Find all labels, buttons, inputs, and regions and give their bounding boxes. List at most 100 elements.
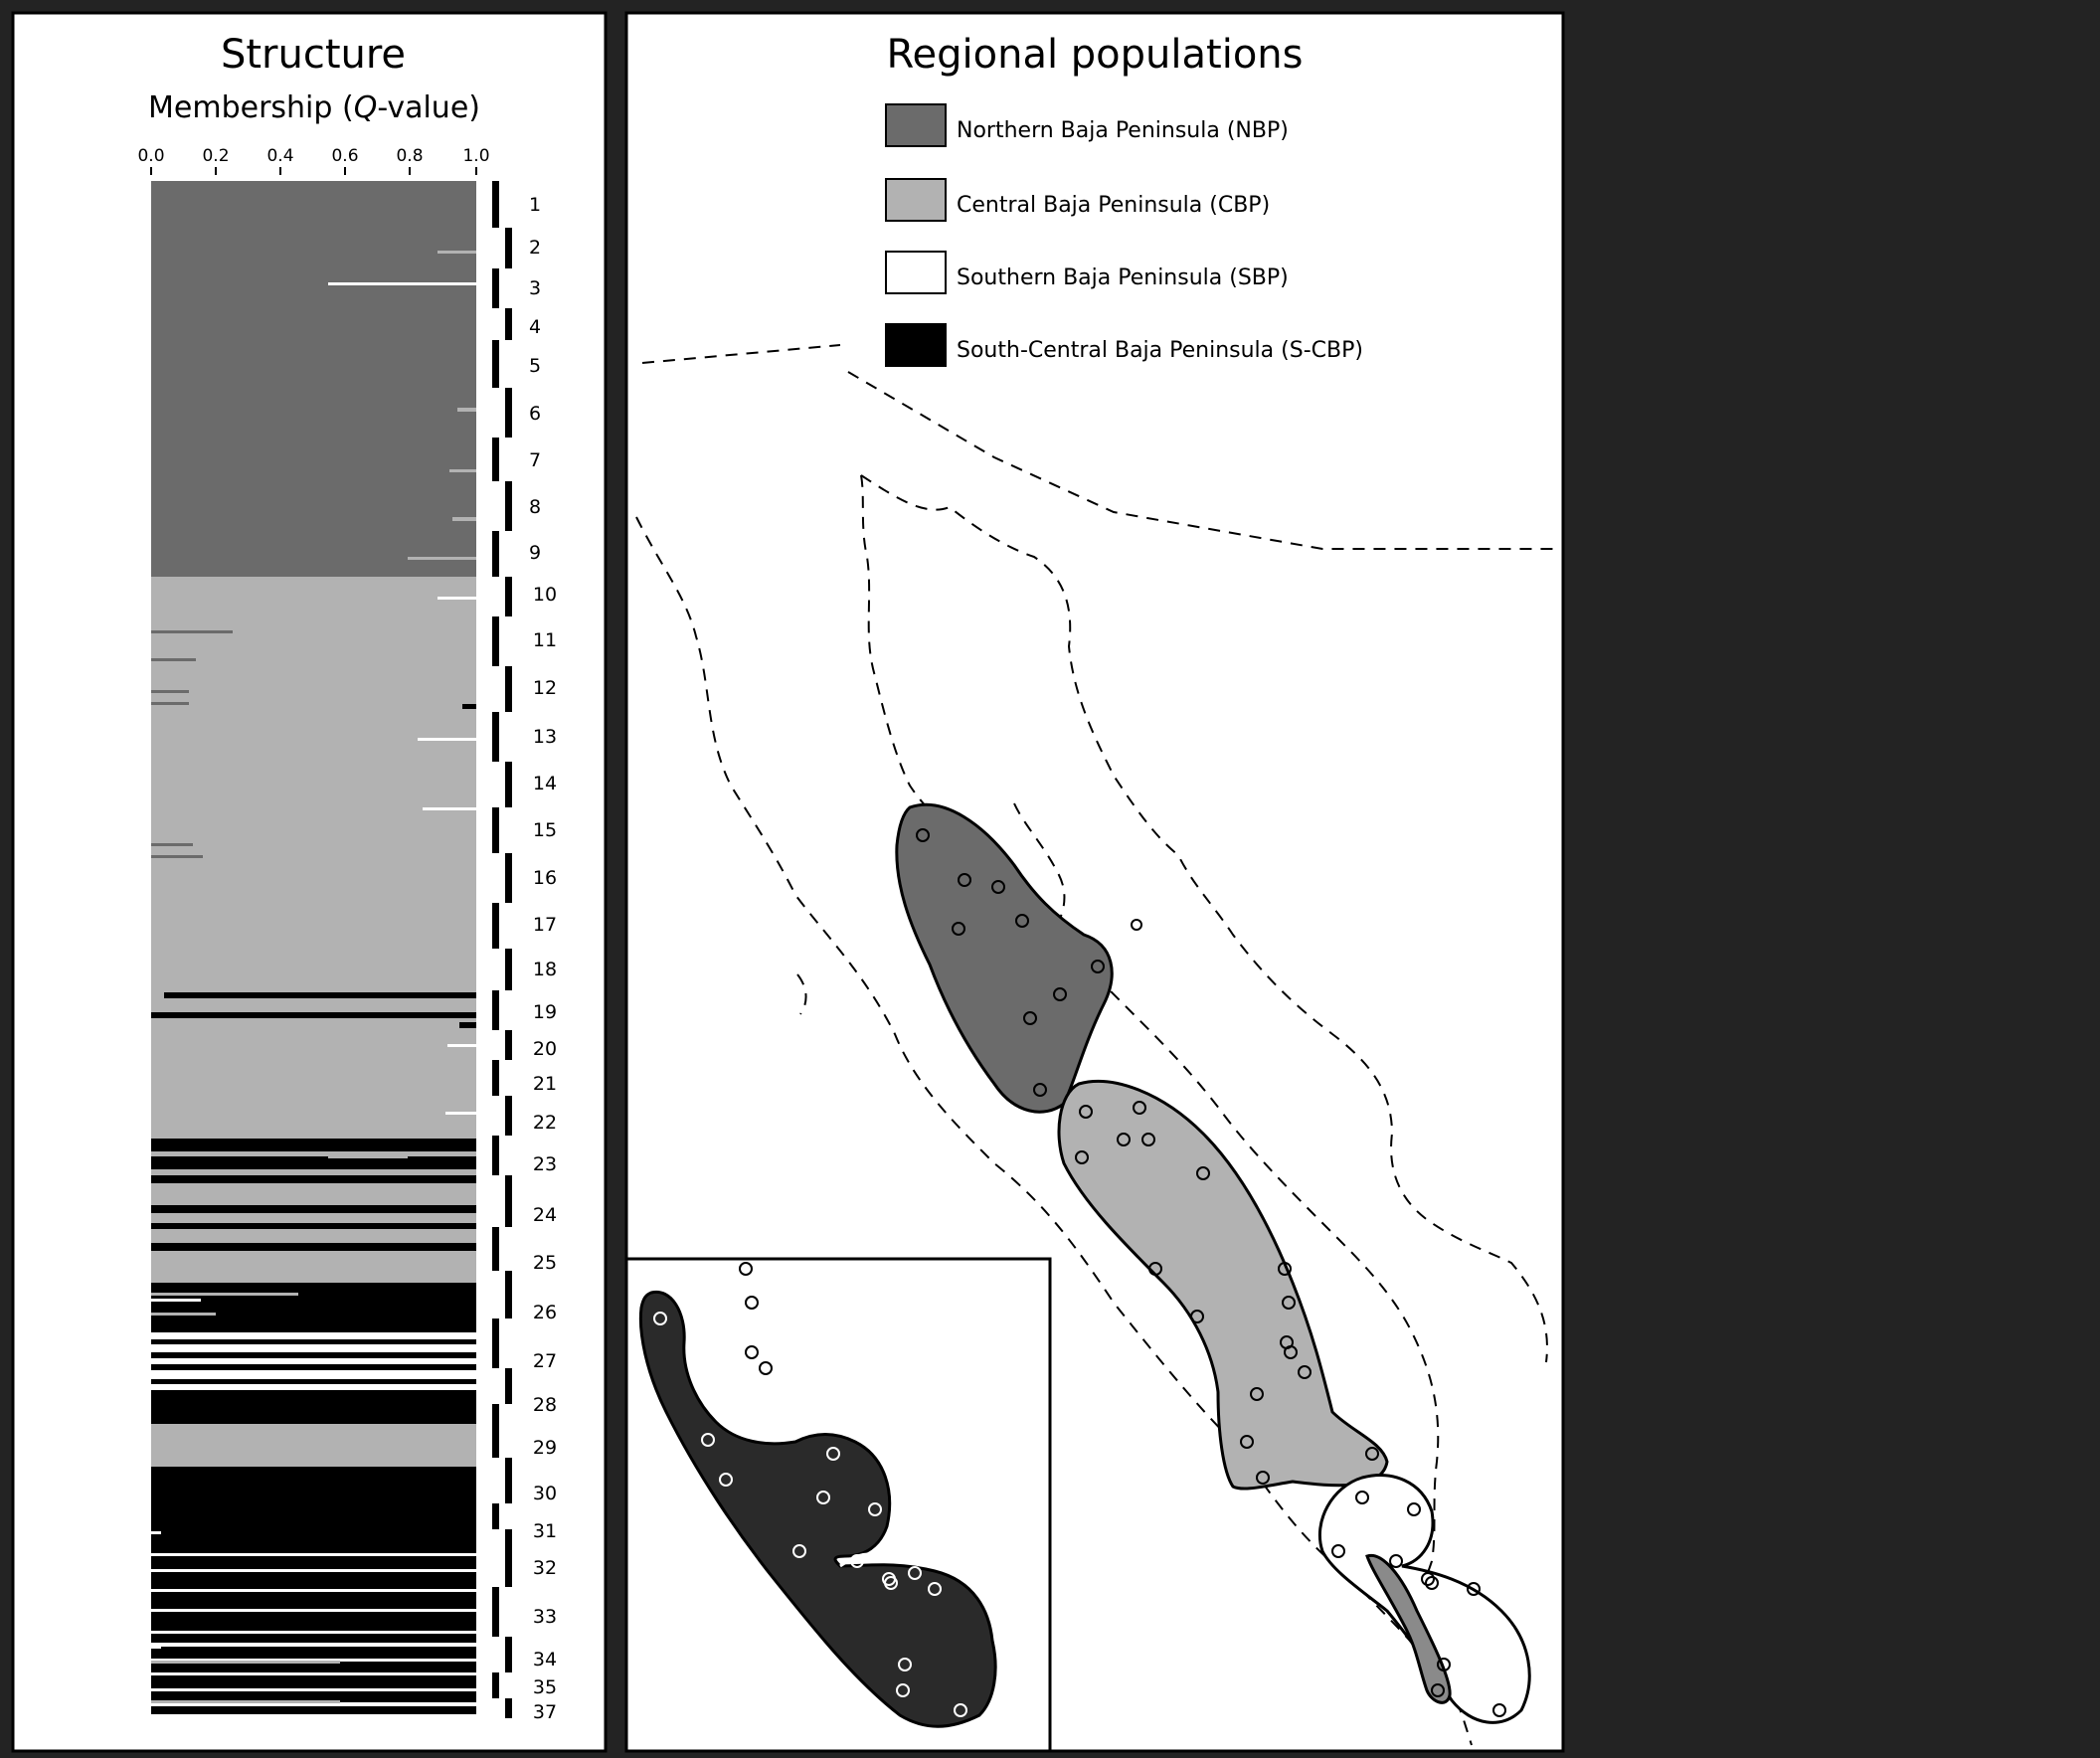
sample-site <box>745 1345 759 1359</box>
tick-label: 1.0 <box>462 146 489 166</box>
population-label: 13 <box>533 726 557 748</box>
population-label: 6 <box>529 403 541 425</box>
legend-swatch-sbp <box>885 251 947 294</box>
population-label: 16 <box>533 867 557 889</box>
sample-site <box>745 1296 759 1310</box>
west-islet <box>796 973 807 1015</box>
sample-site <box>1407 1502 1421 1516</box>
sample-site <box>1033 1083 1047 1097</box>
mainland-coast <box>860 474 1548 1363</box>
sample-site <box>884 1576 898 1590</box>
sample-site <box>928 1582 942 1596</box>
sample-site <box>653 1312 667 1325</box>
sample-site <box>1282 1296 1296 1310</box>
population-label: 26 <box>533 1302 557 1323</box>
sample-site <box>896 1683 910 1697</box>
sample-site <box>739 1262 753 1276</box>
population-label: 7 <box>529 449 541 471</box>
population-label: 30 <box>533 1483 557 1504</box>
sample-site <box>1190 1310 1204 1323</box>
population-label: 25 <box>533 1252 557 1274</box>
population-labels: 1 2 3 4 5 6 7 8 9 10 11 12 13 14 15 16 1… <box>529 194 557 1723</box>
population-label: 14 <box>533 773 557 794</box>
sample-site <box>701 1433 715 1447</box>
sample-site <box>1421 1572 1435 1586</box>
sample-site <box>759 1361 773 1375</box>
tick-label: 0.0 <box>137 146 164 166</box>
legend-swatch-cbp <box>885 178 947 222</box>
population-label: 11 <box>533 629 557 651</box>
membership-block <box>151 181 476 577</box>
sample-site <box>1256 1471 1270 1485</box>
sample-site <box>1131 919 1142 931</box>
sample-site <box>868 1502 882 1516</box>
sample-site <box>1355 1491 1369 1504</box>
sample-site <box>1148 1262 1162 1276</box>
sample-site <box>1389 1554 1403 1568</box>
population-label: 2 <box>529 237 541 259</box>
sample-site <box>954 1703 967 1717</box>
population-label: 4 <box>529 316 541 338</box>
population-label: 17 <box>533 914 557 936</box>
sample-site <box>1365 1447 1379 1461</box>
population-label: 3 <box>529 277 541 299</box>
map-panel: Regional populations Northern Baja Penin… <box>624 11 1565 1753</box>
tick-label: 0.8 <box>396 146 423 166</box>
sample-site <box>1425 1576 1439 1590</box>
map-title: Regional populations <box>887 32 1304 78</box>
sample-site <box>1053 987 1067 1001</box>
population-label: 12 <box>533 677 557 699</box>
sample-sites <box>916 828 1506 1717</box>
region-nbp-south <box>1365 1553 1452 1704</box>
sample-site <box>952 922 965 936</box>
inset-map <box>624 1257 1052 1753</box>
sample-site <box>958 873 971 887</box>
population-label: 9 <box>529 542 541 564</box>
membership-block <box>151 577 476 1139</box>
population-label: 20 <box>533 1038 557 1060</box>
sample-site <box>1250 1387 1264 1401</box>
population-label: 37 <box>533 1701 557 1723</box>
population-label: 35 <box>533 1676 557 1698</box>
population-label: 19 <box>533 1001 557 1023</box>
population-markers <box>492 181 512 1718</box>
tick-label: 0.4 <box>266 146 293 166</box>
legend-swatch-scbp <box>885 323 947 367</box>
membership-axis-label: Membership (Q-value) <box>148 90 480 125</box>
map-panel-frame <box>624 11 1565 1753</box>
structure-title: Structure <box>221 32 406 78</box>
population-label: 31 <box>533 1520 557 1542</box>
sample-site <box>1437 1658 1451 1671</box>
legend-label-scbp: South-Central Baja Peninsula (S-CBP) <box>957 338 1363 363</box>
structure-panel: Structure Membership (Q-value) 0.0 0.2 0… <box>11 11 608 1753</box>
population-label: 1 <box>529 194 541 216</box>
legend-label-sbp: Southern Baja Peninsula (SBP) <box>957 265 1289 290</box>
membership-block <box>151 1469 476 1717</box>
population-label: 28 <box>533 1394 557 1416</box>
region-sbp <box>1317 1474 1531 1724</box>
sample-site <box>1091 960 1105 973</box>
population-label: 10 <box>533 584 557 606</box>
sample-site <box>1141 1133 1155 1146</box>
tick-label: 0.6 <box>331 146 358 166</box>
population-label: 8 <box>529 496 541 518</box>
tick-label: 0.2 <box>202 146 229 166</box>
sample-site <box>908 1566 922 1580</box>
sample-site <box>916 828 930 842</box>
membership-axis-ticks: 0.0 0.2 0.4 0.6 0.8 1.0 <box>137 146 490 175</box>
inset-region-scbp <box>638 1290 997 1728</box>
sample-site <box>816 1491 830 1504</box>
international-border <box>641 344 1553 550</box>
sample-site <box>1284 1345 1298 1359</box>
population-label: 33 <box>533 1606 557 1628</box>
sample-site <box>1331 1544 1345 1558</box>
region-cbp <box>1057 1079 1389 1491</box>
sample-site <box>1133 1101 1146 1115</box>
sample-site <box>1023 1011 1037 1025</box>
sample-site <box>705 1385 719 1399</box>
sample-site <box>826 1447 840 1461</box>
population-label: 18 <box>533 959 557 980</box>
sample-site <box>1117 1133 1131 1146</box>
sample-site <box>898 1658 912 1671</box>
